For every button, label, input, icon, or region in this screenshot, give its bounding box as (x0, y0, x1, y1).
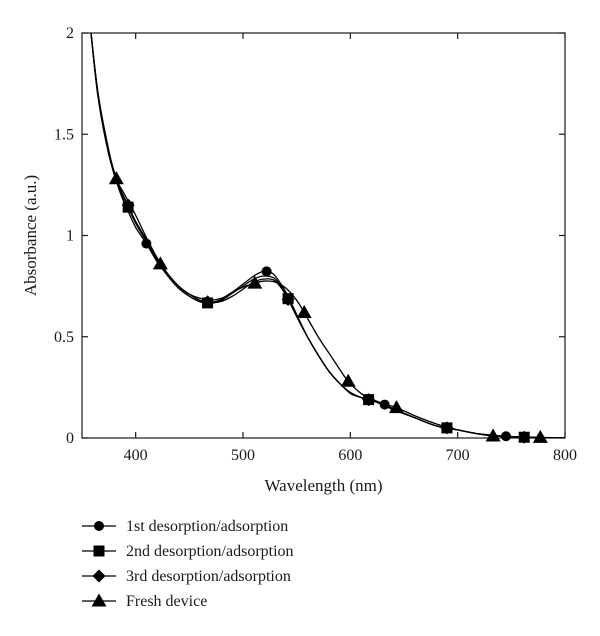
legend-label: 1st desorption/adsorption (126, 518, 288, 535)
series-3-marker (281, 292, 295, 306)
x-tick-label: 800 (553, 447, 577, 464)
series-line-2 (90, 33, 565, 438)
legend-marker-triangle (91, 593, 107, 607)
series-4-marker (247, 275, 263, 289)
series-line-4 (90, 33, 565, 438)
series-1-marker (500, 431, 511, 442)
y-tick-label: 0.5 (54, 329, 74, 346)
x-tick-label: 700 (446, 447, 470, 464)
x-axis-title: Wavelength (nm) (264, 476, 382, 495)
legend-marker-square (93, 545, 105, 557)
series-line-1 (90, 33, 565, 438)
series-1-marker (261, 266, 272, 277)
legend: 1st desorption/adsorption 2nd desorption/… (82, 518, 294, 610)
y-tick-label: 1.5 (54, 126, 74, 143)
plot-frame-rect (81, 32, 566, 439)
legend-label: Fresh device (126, 593, 207, 610)
series-4-marker (108, 171, 124, 185)
series-4-marker (152, 256, 168, 270)
legend-marker-diamond (92, 569, 106, 583)
legend-label: 2nd desorption/adsorption (126, 543, 294, 560)
series-3-marker (201, 295, 215, 309)
series-4-marker (485, 428, 501, 442)
series-3-marker (121, 198, 135, 212)
series-1-marker (379, 399, 390, 410)
y-tick-label: 1 (66, 228, 74, 245)
series-markers (108, 171, 548, 444)
axis-ticks (82, 32, 566, 439)
legend-label: 3rd desorption/adsorption (126, 568, 291, 585)
series-lines (90, 33, 565, 438)
legend-marker-circle (94, 521, 104, 531)
y-axis-title: Absorbance (a.u.) (21, 175, 40, 296)
series-4-marker (388, 400, 404, 414)
x-tick-label: 600 (338, 447, 362, 464)
y-tick-label: 0 (66, 430, 74, 447)
series-4-marker (532, 429, 548, 443)
series-1-marker (141, 238, 152, 249)
tick-labels: 400 500 600 700 800 0 0.5 1 1.5 2 (54, 25, 577, 464)
series-3-marker (517, 430, 531, 444)
series-4-marker (296, 304, 312, 318)
y-tick-label: 2 (66, 25, 74, 42)
plot-frame (81, 32, 566, 439)
series-line-3 (90, 33, 565, 438)
series-4-marker (340, 373, 356, 387)
x-tick-label: 500 (231, 447, 255, 464)
series-3-marker (362, 393, 376, 407)
x-tick-label: 400 (124, 447, 148, 464)
series-3-marker (440, 421, 454, 435)
